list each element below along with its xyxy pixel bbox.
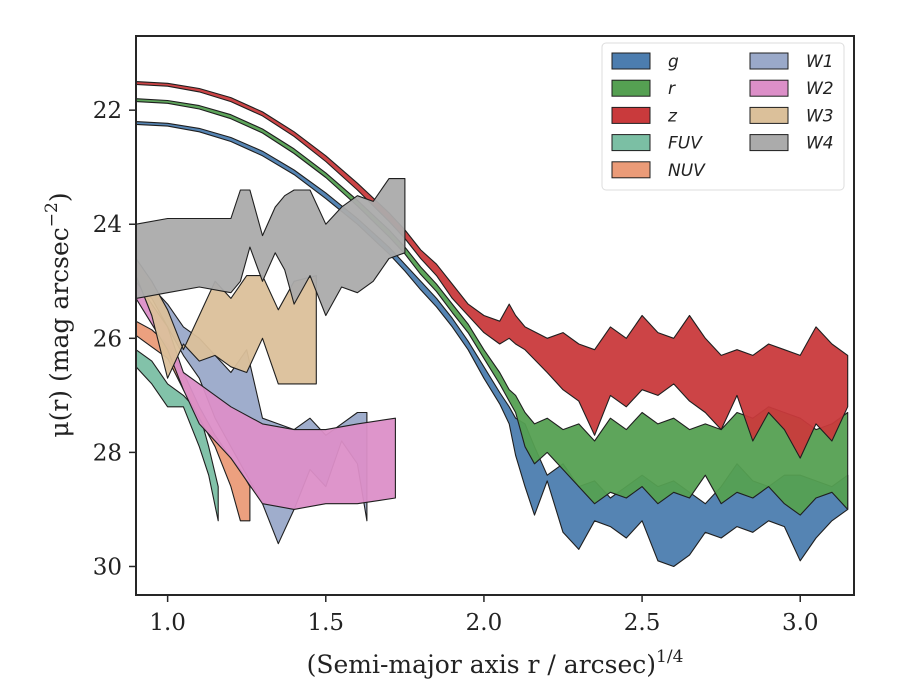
y-axis: 22 24 26 28 30 (93, 98, 136, 580)
x-axis: 1.0 1.5 2.0 2.5 3.0 (149, 595, 819, 636)
legend-swatch-w4 (749, 134, 789, 152)
legend-swatch-w1 (749, 52, 789, 70)
x-tick-label: 3.0 (782, 610, 819, 636)
plot-frame (135, 35, 855, 596)
x-tick-label: 2.0 (466, 610, 503, 636)
legend-swatch-g (611, 52, 651, 70)
legend-swatch-nuv (611, 161, 651, 179)
y-tick-label: 28 (93, 440, 122, 466)
legend-swatch-w2 (749, 79, 789, 97)
y-axis-label: μ(r) (mag arcsec−2) (42, 192, 74, 437)
legend-label-w2: W2 (806, 79, 834, 99)
legend-label-g: g (668, 52, 679, 72)
legend-label-nuv: NUV (668, 161, 706, 181)
legend-label-w3: W3 (806, 106, 834, 126)
legend-label-w4: W4 (806, 134, 834, 154)
band-w3 (136, 257, 317, 385)
legend-swatch-r (611, 79, 651, 97)
x-tick-label: 2.5 (624, 610, 661, 636)
x-axis-label: (Semi-major axis r / arcsec)1/4 (307, 647, 684, 679)
y-tick-label: 26 (93, 326, 122, 352)
band-w2 (136, 280, 396, 510)
legend-label-w1: W1 (806, 52, 834, 72)
legend: grz FUV NUV W1 W2 W3 W4 (601, 42, 845, 191)
y-tick-label: 22 (93, 98, 122, 124)
band-w4 (136, 178, 406, 317)
x-tick-label: 1.5 (307, 610, 344, 636)
series-layer (136, 81, 849, 568)
y-tick-label: 24 (93, 212, 122, 238)
x-tick-label: 1.0 (149, 610, 186, 636)
band-z (136, 81, 849, 459)
legend-swatch-fuv (611, 134, 651, 152)
legend-label-fuv: FUV (668, 134, 703, 154)
band-fuv (136, 349, 219, 522)
band-r (136, 98, 849, 516)
legend-swatch-z (611, 106, 651, 124)
legend-label-z: z (667, 106, 678, 126)
y-axis-label-exponent: −2 (42, 202, 62, 227)
legend-swatch-w3 (749, 106, 789, 124)
legend-label-r: r (668, 79, 676, 99)
y-tick-label: 30 (93, 554, 122, 580)
x-axis-label-exponent: 1/4 (656, 647, 683, 667)
